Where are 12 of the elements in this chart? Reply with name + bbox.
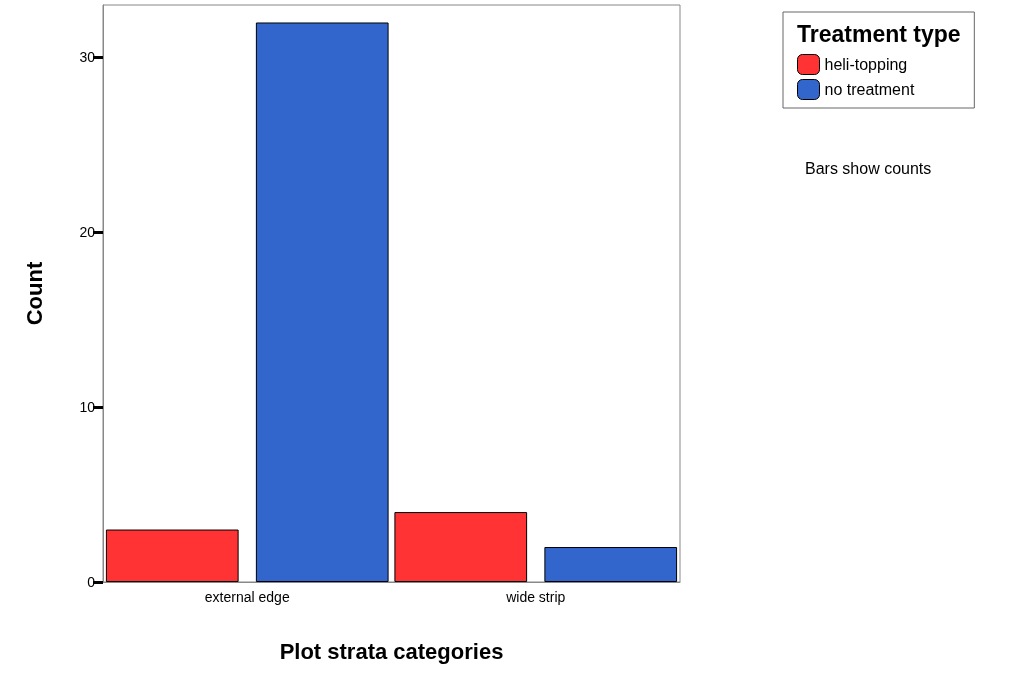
x-tick-label: external edge [204, 589, 290, 605]
x-axis-title: Plot strata categories [279, 638, 504, 664]
bar [105, 529, 239, 582]
bar [544, 547, 678, 582]
y-axis-title: Count [21, 261, 47, 326]
text: Bars show counts [805, 159, 932, 177]
legend-label: heli-topping [824, 56, 908, 73]
legend-title: Treatment type [797, 20, 961, 47]
legend-label: no treatment [824, 81, 915, 98]
x-tick-label: wide strip [505, 589, 566, 605]
bar [255, 22, 389, 582]
bar [394, 512, 528, 582]
